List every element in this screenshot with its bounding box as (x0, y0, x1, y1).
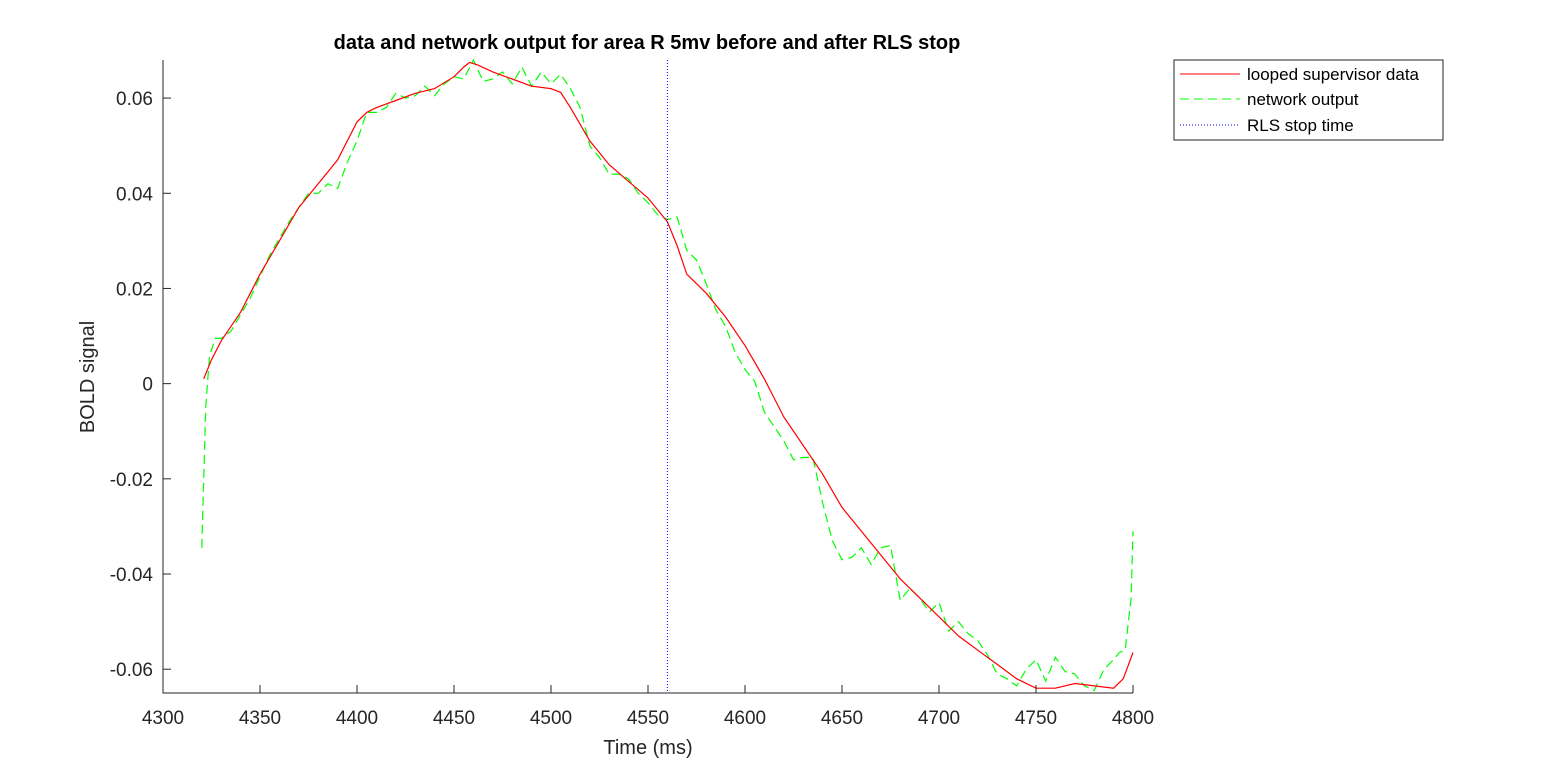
x-tick-label: 4400 (336, 708, 378, 729)
y-tick-label: 0 (142, 375, 153, 396)
y-tick-label: 0.04 (116, 184, 153, 205)
x-tick-label: 4500 (530, 708, 572, 729)
y-tick-label: 0.02 (116, 279, 153, 300)
legend-box (1173, 59, 1444, 141)
legend-label-rls-stop: RLS stop time (1247, 116, 1354, 135)
y-axis: -0.06 -0.04 -0.02 0 0.02 0.04 0.06 (110, 89, 171, 681)
x-tick-label: 4650 (821, 708, 863, 729)
legend: looped supervisor data network output RL… (1173, 59, 1444, 141)
chart-title: data and network output for area R 5mv b… (334, 32, 961, 54)
plot-area: 4300 4350 4400 4450 4500 4550 4600 4650 4700 4750… (110, 58, 1154, 729)
legend-label-network: network output (1247, 90, 1359, 109)
x-tick-label: 4350 (239, 708, 281, 729)
x-tick-label: 4550 (627, 708, 669, 729)
x-tick-label: 4450 (433, 708, 475, 729)
x-tick-label: 4800 (1112, 708, 1154, 729)
y-tick-label: 0.06 (116, 89, 153, 110)
x-tick-label: 4600 (724, 708, 766, 729)
x-tick-label: 4750 (1015, 708, 1057, 729)
y-tick-label: -0.06 (110, 660, 153, 681)
x-axis-title: Time (ms) (603, 737, 692, 759)
legend-label-supervisor: looped supervisor data (1247, 65, 1420, 84)
series-line-supervisor (203, 61, 1134, 689)
x-tick-label: 4700 (918, 708, 960, 729)
y-tick-label: -0.02 (110, 470, 153, 491)
axes-frame (162, 60, 1133, 694)
y-axis-title: BOLD signal (77, 321, 99, 433)
x-axis: 4300 4350 4400 4450 4500 4550 4600 4650 4700 4750… (142, 685, 1154, 729)
x-tick-label: 4300 (142, 708, 184, 729)
y-tick-label: -0.04 (110, 565, 154, 586)
